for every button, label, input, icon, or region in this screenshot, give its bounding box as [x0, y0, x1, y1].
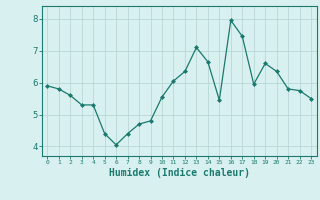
X-axis label: Humidex (Indice chaleur): Humidex (Indice chaleur) — [109, 168, 250, 178]
